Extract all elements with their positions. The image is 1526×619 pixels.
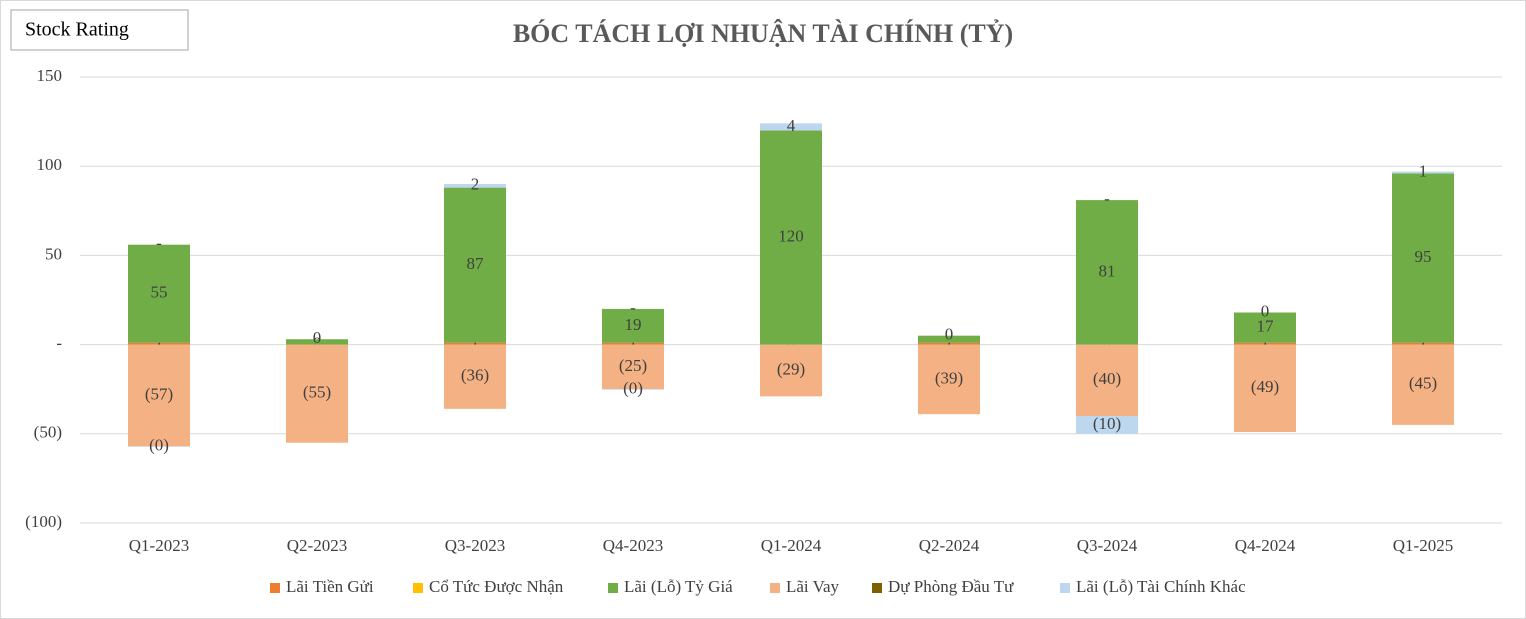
data-label: (49)	[1251, 377, 1279, 396]
legend-label: Dự Phòng Đầu Tư	[888, 577, 1014, 596]
legend-label: Lãi (Lỗ) Tài Chính Khác	[1076, 577, 1246, 596]
bar-segment	[760, 130, 822, 345]
bar-segment	[1076, 415, 1138, 434]
bar-segment	[444, 344, 506, 409]
data-label: 0	[945, 325, 954, 344]
data-label: 19	[625, 315, 642, 334]
bar-segment	[286, 339, 348, 345]
data-label: 1	[1419, 161, 1428, 180]
x-tick-label: Q4-2024	[1235, 536, 1296, 555]
bar-segment	[760, 344, 822, 397]
data-label: (36)	[461, 366, 489, 385]
x-tick-label: Q1-2023	[129, 536, 189, 555]
y-tick-label: 50	[45, 244, 62, 263]
y-tick-label: 100	[37, 155, 63, 174]
data-label: 2	[471, 175, 480, 194]
data-label: (39)	[935, 368, 963, 387]
bar-segment	[918, 342, 980, 345]
legend-label: Cổ Tức Được Nhận	[429, 577, 564, 596]
data-label: -	[156, 234, 162, 253]
data-label: (25)	[619, 356, 647, 375]
bar-segment	[128, 342, 190, 345]
y-tick-label: (50)	[34, 423, 62, 442]
data-label: 17	[1257, 317, 1275, 336]
badge-box	[10, 9, 189, 51]
x-tick-label: Q2-2024	[919, 536, 980, 555]
bar-segment	[602, 344, 664, 390]
data-label: (40)	[1093, 369, 1121, 388]
bar-segment	[128, 344, 190, 447]
data-label: 0	[313, 328, 322, 347]
bar-segment	[602, 389, 664, 390]
bar-segment	[918, 344, 980, 415]
bar-segment	[1234, 342, 1296, 345]
data-label: -	[630, 298, 636, 317]
bar-segment	[1392, 342, 1454, 345]
x-tick-label: Q1-2024	[761, 536, 822, 555]
bar-segment	[1392, 173, 1454, 343]
y-tick-label: 150	[37, 66, 63, 85]
y-tick-label: (100)	[25, 512, 62, 531]
data-label: (55)	[303, 383, 331, 402]
data-label: (29)	[777, 359, 805, 378]
bar-segment	[1234, 344, 1296, 433]
x-tick-label: Q3-2023	[445, 536, 505, 555]
legend-label: Lãi Tiền Gửi	[286, 577, 374, 596]
data-label: 81	[1099, 261, 1116, 280]
data-label: 87	[467, 254, 485, 273]
x-tick-label: Q4-2023	[603, 536, 663, 555]
x-tick-label: Q2-2023	[287, 536, 347, 555]
x-tick-label: Q3-2024	[1077, 536, 1138, 555]
legend-swatch	[413, 583, 423, 593]
data-label: (10)	[1093, 414, 1121, 433]
chart-title: BÓC TÁCH LỢI NHUẬN TÀI CHÍNH (TỶ)	[513, 19, 1013, 48]
data-label: (45)	[1409, 374, 1437, 393]
data-label: (0)	[623, 378, 643, 397]
bar-segment	[602, 342, 664, 345]
bar-segment	[1392, 344, 1454, 425]
bar-segment	[444, 342, 506, 345]
bar-segment	[918, 335, 980, 343]
bar-segment	[128, 446, 190, 447]
data-label: 55	[151, 283, 168, 302]
data-label: (57)	[145, 384, 173, 403]
bar-segment	[1076, 200, 1138, 345]
bar-segment	[286, 344, 348, 443]
data-label: (0)	[149, 435, 169, 454]
bar-segment	[128, 244, 190, 343]
bar-segment	[1076, 344, 1138, 416]
data-label: 0	[1261, 301, 1270, 320]
data-label: 120	[778, 226, 804, 245]
x-tick-label: Q1-2025	[1393, 536, 1453, 555]
legend-swatch	[270, 583, 280, 593]
legend-swatch	[770, 583, 780, 593]
data-label: 95	[1415, 247, 1432, 266]
data-label: 4	[787, 116, 796, 135]
bar-segment	[444, 184, 506, 188]
y-tick-label: -	[56, 334, 62, 353]
bar-segment	[1392, 171, 1454, 174]
legend-swatch	[872, 583, 882, 593]
legend-label: Lãi Vay	[786, 577, 840, 596]
legend-swatch	[608, 583, 618, 593]
legend-label: Lãi (Lỗ) Tỷ Giá	[624, 577, 733, 596]
bar-segment	[760, 123, 822, 131]
legend-swatch	[1060, 583, 1070, 593]
data-label: -	[1104, 189, 1110, 208]
bar-segment	[602, 308, 664, 343]
badge: Stock Rating	[25, 19, 129, 41]
bar-segment	[444, 187, 506, 343]
bar-segment	[1234, 312, 1296, 343]
